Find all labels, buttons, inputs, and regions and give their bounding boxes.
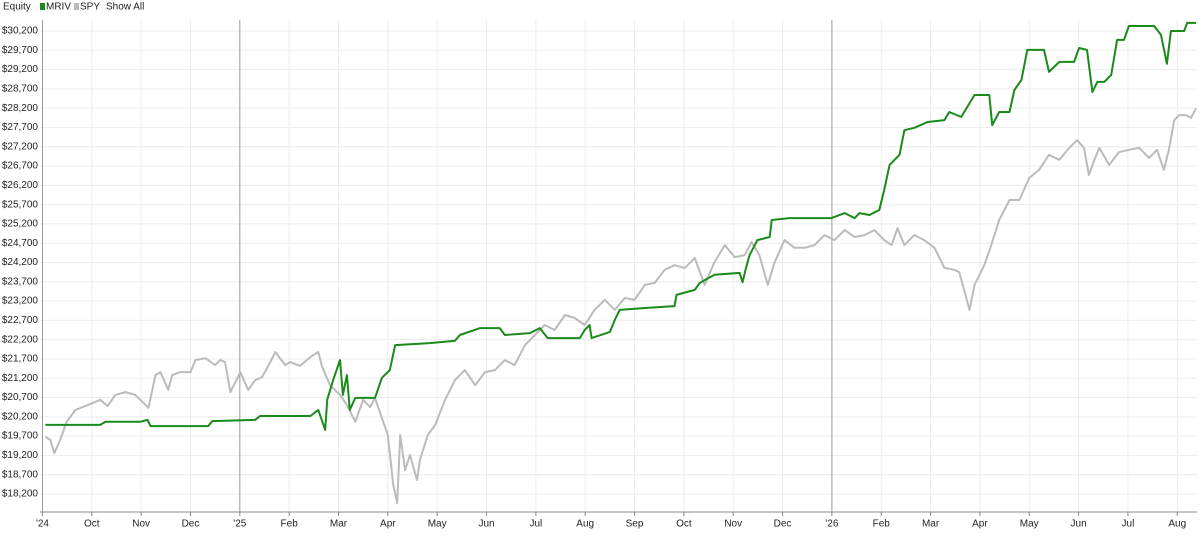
y-tick-label: $20,700 bbox=[2, 392, 39, 403]
y-tick-label: $23,200 bbox=[2, 296, 39, 307]
y-tick-label: $21,700 bbox=[2, 354, 39, 365]
x-tick-label: Dec bbox=[182, 519, 200, 530]
y-tick-label: $19,200 bbox=[2, 450, 39, 461]
y-tick-label: $25,700 bbox=[2, 199, 39, 210]
legend: Equity bbox=[3, 2, 31, 13]
x-tick-label: Feb bbox=[873, 519, 891, 530]
y-tick-label: $26,700 bbox=[2, 161, 39, 172]
x-tick-label: '24 bbox=[36, 519, 49, 530]
x-tick-label: '25 bbox=[233, 519, 246, 530]
x-tick-label: Oct bbox=[84, 519, 100, 530]
x-tick-label: Nov bbox=[132, 519, 150, 530]
x-tick-label: Mar bbox=[330, 519, 348, 530]
x-tick-label: Jun bbox=[478, 519, 494, 530]
y-tick-label: $29,200 bbox=[2, 64, 39, 75]
y-tick-label: $23,700 bbox=[2, 276, 39, 287]
legend-label[interactable]: MRIV bbox=[46, 2, 71, 13]
y-tick-label: $29,700 bbox=[2, 45, 39, 56]
x-tick-label: May bbox=[428, 519, 447, 530]
y-tick-label: $26,200 bbox=[2, 180, 39, 191]
x-tick-label: Feb bbox=[281, 519, 299, 530]
y-tick-label: $30,200 bbox=[2, 26, 39, 37]
y-tick-label: $22,700 bbox=[2, 315, 39, 326]
y-tick-label: $28,700 bbox=[2, 84, 39, 95]
legend-label[interactable]: SPY bbox=[80, 2, 100, 13]
legend-swatch[interactable] bbox=[40, 3, 45, 10]
x-tick-label: Jul bbox=[529, 519, 542, 530]
y-tick-label: $28,200 bbox=[2, 103, 39, 114]
x-tick-label: Jun bbox=[1071, 519, 1087, 530]
x-tick-label: Jul bbox=[1122, 519, 1135, 530]
y-tick-label: $19,700 bbox=[2, 431, 39, 442]
y-tick-label: $25,200 bbox=[2, 219, 39, 230]
x-tick-label: Apr bbox=[380, 519, 396, 530]
x-tick-label: May bbox=[1020, 519, 1039, 530]
x-tick-label: Sep bbox=[626, 519, 644, 530]
y-tick-label: $24,200 bbox=[2, 257, 39, 268]
y-tick-label: $22,200 bbox=[2, 334, 39, 345]
show-all-button[interactable]: Show All bbox=[106, 2, 144, 13]
x-tick-label: Dec bbox=[774, 519, 792, 530]
x-tick-label: Aug bbox=[1168, 519, 1186, 530]
y-tick-label: $27,700 bbox=[2, 122, 39, 133]
x-tick-label: Mar bbox=[922, 519, 940, 530]
x-tick-label: Aug bbox=[576, 519, 594, 530]
x-tick-label: Nov bbox=[724, 519, 742, 530]
legend-swatch[interactable] bbox=[74, 3, 79, 10]
y-tick-label: $18,200 bbox=[2, 489, 39, 500]
y-tick-label: $21,200 bbox=[2, 373, 39, 384]
series-line bbox=[44, 107, 1197, 504]
x-tick-label: Oct bbox=[676, 519, 692, 530]
x-tick-label: Apr bbox=[972, 519, 988, 530]
y-tick-label: $20,200 bbox=[2, 411, 39, 422]
legend-title: Equity bbox=[3, 2, 31, 13]
series-line bbox=[45, 21, 1196, 431]
x-tick-label: '26 bbox=[825, 519, 838, 530]
y-tick-label: $18,700 bbox=[2, 469, 39, 480]
y-tick-label: $27,200 bbox=[2, 141, 39, 152]
y-tick-label: $24,700 bbox=[2, 238, 39, 249]
